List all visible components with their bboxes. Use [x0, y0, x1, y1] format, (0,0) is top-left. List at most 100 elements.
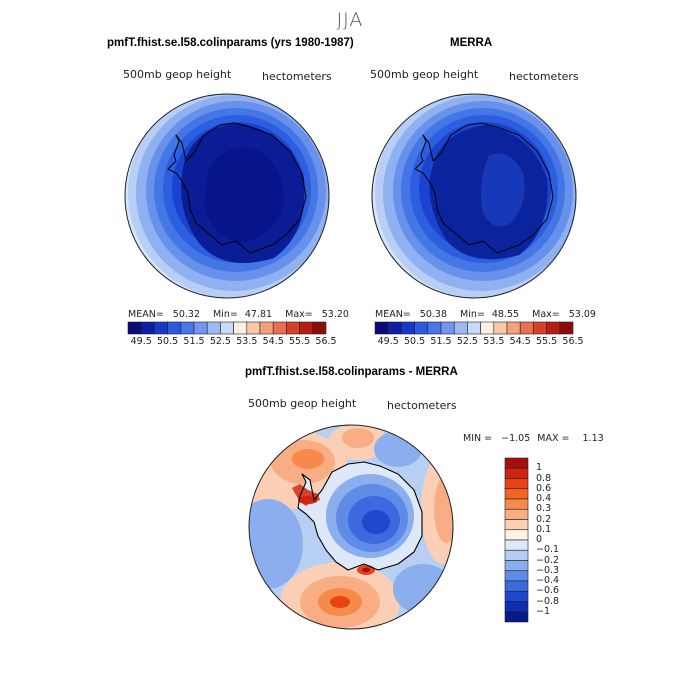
diff-colorbar-swatch — [504, 560, 529, 572]
diff-colorbar-swatch — [504, 498, 529, 510]
diff-colorbar-tick-label: −0.2 — [536, 554, 560, 566]
diff-colorbar-tick-label: −0.1 — [536, 544, 560, 556]
colorbar-swatch — [387, 321, 402, 335]
colorbar-swatch — [414, 321, 429, 335]
diff-antarctica-outline — [297, 461, 423, 571]
model-units-label: hectometers — [262, 70, 332, 83]
diff-colorbar-swatch — [504, 549, 529, 561]
diff-colorbar-swatch — [504, 519, 529, 531]
diff-polar-map — [248, 424, 454, 630]
model-mean-label: MEAN= — [128, 309, 164, 320]
colorbar-tick-label: 56.5 — [562, 336, 584, 347]
model-max-label: Max= — [285, 309, 313, 320]
diff-colorbar-swatch — [504, 570, 529, 582]
model-min-label: Min= — [213, 309, 238, 320]
colorbar-tick-label: 55.5 — [536, 336, 558, 347]
model-min-value: 47.81 — [244, 309, 273, 320]
figure-title: JJA — [336, 9, 364, 31]
model-polar-map — [124, 93, 330, 299]
diff-colorbar-tick-label: −0.8 — [536, 595, 560, 607]
colorbar-tick-label: 53.5 — [483, 336, 505, 347]
model-field-label: 500mb geop height — [123, 68, 232, 81]
colorbar-swatch — [374, 321, 389, 335]
colorbar-swatch — [533, 321, 547, 335]
diff-colorbar-tick-label: −0.6 — [536, 585, 560, 597]
obs-antarctica-outline — [414, 122, 554, 254]
colorbar-swatch — [154, 321, 168, 335]
colorbar-tick-label: 51.5 — [430, 336, 452, 347]
model-antarctica-outline — [167, 122, 307, 254]
obs-panel-title: MERRA — [450, 37, 493, 49]
obs-max-value: 53.09 — [568, 309, 596, 320]
obs-units-label: hectometers — [509, 70, 579, 83]
colorbar-tick-label: 54.5 — [509, 336, 531, 347]
diff-colorbar-swatch — [504, 539, 529, 551]
diff-colorbar-tick-label: 0.2 — [536, 513, 552, 525]
colorbar-tick-label: 50.5 — [157, 336, 179, 347]
diff-stats: MIN = −1.05 MAX = 1.13 — [463, 433, 604, 444]
colorbar-swatch — [312, 321, 327, 335]
colorbar-swatch — [220, 321, 234, 335]
diff-colorbar-swatch — [504, 457, 529, 469]
colorbar-tick-label: 52.5 — [209, 336, 231, 347]
colorbar-tick-label: 55.5 — [289, 336, 311, 347]
colorbar-swatch — [140, 321, 155, 335]
diff-colorbar-tick-label: 1 — [536, 462, 543, 474]
diff-colorbar-tick-label: 0.4 — [536, 493, 552, 504]
colorbar-swatch — [246, 321, 261, 335]
diff-colorbar-swatch — [504, 601, 529, 613]
diff-colorbar-tick-label: 0.8 — [536, 472, 552, 484]
diff-units-label: hectometers — [387, 399, 457, 412]
diff-colorbar-swatch — [504, 488, 529, 500]
colorbar-swatch — [167, 321, 182, 335]
obs-min-label: Min= — [460, 309, 485, 320]
diff-colorbar-tick-label: −1 — [536, 605, 551, 617]
colorbar-swatch — [299, 321, 314, 335]
colorbar-swatch — [480, 321, 495, 335]
diff-colorbar-swatch — [504, 508, 529, 520]
obs-mean-label: MEAN= — [375, 309, 411, 320]
model-max-value: 53.20 — [321, 309, 349, 320]
colorbar-tick-label: 49.5 — [377, 336, 399, 347]
diff-colorbar-swatch — [504, 478, 529, 490]
diff-field-label: 500mb geop height — [248, 397, 357, 410]
obs-max-label: Max= — [532, 309, 560, 320]
obs-field-label: 500mb geop height — [370, 68, 479, 81]
diff-colorbar — [504, 457, 529, 623]
model-colorbar — [127, 321, 327, 335]
colorbar-swatch — [440, 321, 455, 335]
colorbar-swatch — [233, 321, 248, 335]
colorbar-swatch — [493, 321, 508, 335]
diff-colorbar-tick-label: −0.3 — [536, 564, 560, 576]
diff-max-value: 1.13 — [582, 433, 604, 444]
colorbar-swatch — [127, 321, 142, 335]
colorbar-swatch — [401, 321, 415, 335]
diff-colorbar-swatch — [504, 590, 529, 602]
diff-colorbar-tick-label: −0.4 — [536, 575, 560, 586]
colorbar-swatch — [180, 321, 195, 335]
diff-min-label: MIN = — [463, 433, 493, 444]
diff-max-label: MAX = — [537, 433, 570, 444]
colorbar-swatch — [193, 321, 208, 335]
diff-panel-title: pmfT.fhist.se.l58.colinparams - MERRA — [245, 366, 458, 378]
colorbar-tick-label: 53.5 — [236, 336, 258, 347]
colorbar-swatch — [467, 321, 481, 335]
colorbar-swatch — [272, 321, 287, 335]
colorbar-swatch — [506, 321, 521, 335]
colorbar-tick-label: 52.5 — [456, 336, 478, 347]
model-panel-title: pmfT.fhist.se.l58.colinparams (yrs 1980-… — [107, 37, 354, 49]
diff-colorbar-tick-label: 0.1 — [536, 523, 552, 535]
colorbar-swatch — [259, 321, 274, 335]
colorbar-tick-label: 50.5 — [404, 336, 426, 347]
colorbar-tick-label: 51.5 — [183, 336, 205, 347]
colorbar-swatch — [427, 321, 442, 335]
colorbar-tick-label: 49.5 — [130, 336, 152, 347]
obs-min-value: 48.55 — [491, 309, 520, 320]
obs-stats: MEAN= 50.38 Min= 48.55 Max= 53.09 — [375, 309, 596, 320]
diff-colorbar-swatch — [504, 580, 529, 592]
colorbar-tick-label: 54.5 — [262, 336, 284, 347]
diff-colorbar-tick-label: 0 — [536, 534, 543, 545]
obs-polar-map — [371, 93, 577, 299]
diff-colorbar-tick-label: 0.3 — [536, 503, 552, 515]
diff-min-value: −1.05 — [501, 433, 531, 444]
